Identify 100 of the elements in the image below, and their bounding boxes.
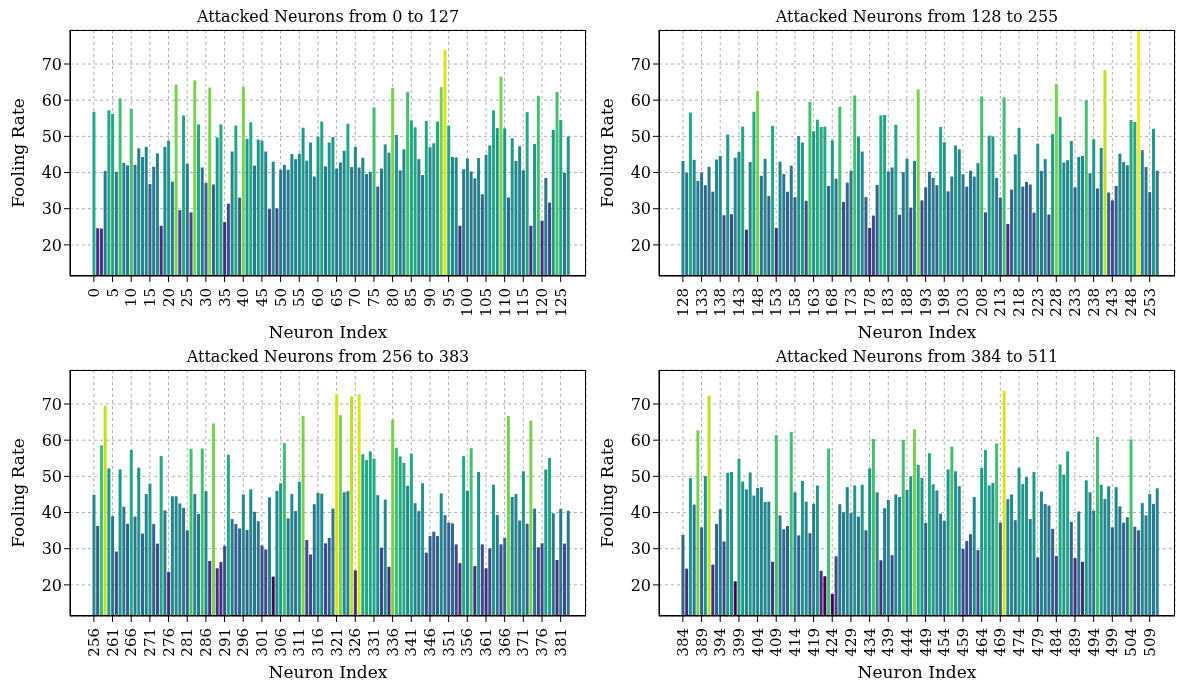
x-tick-label: 75 [364, 288, 383, 308]
x-tick-label: 439 [879, 628, 898, 657]
x-tick-label: 213 [991, 288, 1010, 317]
x-tick-label: 454 [935, 628, 954, 657]
x-tick-label: 55 [290, 288, 309, 308]
x-tick-label: 243 [1103, 288, 1122, 317]
y-axis-title: Fooling Rate [597, 98, 618, 208]
x-tick-label: 479 [1028, 628, 1047, 657]
x-tick-label: 248 [1121, 288, 1140, 317]
x-tick-label: 223 [1028, 288, 1047, 317]
x-tick-label: 381 [551, 628, 570, 657]
x-tick-label: 499 [1103, 628, 1122, 657]
x-tick-label: 90 [420, 288, 439, 308]
x-tick-label: 256 [84, 628, 103, 657]
x-tick-label: 389 [692, 628, 711, 657]
x-tick-label: 133 [692, 288, 711, 317]
x-tick-label: 414 [785, 628, 804, 657]
x-tick-label: 509 [1140, 628, 1159, 657]
y-tick-label: 60 [630, 430, 651, 450]
x-tick-label: 306 [271, 628, 290, 657]
x-tick-label: 85 [402, 288, 421, 308]
y-tick-label: 40 [630, 163, 651, 183]
x-tick-label: 419 [804, 628, 823, 657]
x-tick-label: 469 [991, 628, 1010, 657]
y-tick-label: 50 [41, 127, 62, 147]
y-tick-label: 20 [630, 235, 651, 255]
x-tick-label: 399 [729, 628, 748, 657]
x-tick-label: 148 [748, 288, 767, 317]
y-tick-label: 50 [41, 467, 62, 487]
x-tick-label: 188 [897, 288, 916, 317]
x-tick-label: 494 [1084, 628, 1103, 657]
x-tick-label: 153 [767, 288, 786, 317]
x-tick-label: 464 [972, 628, 991, 657]
y-tick-label: 20 [630, 575, 651, 595]
y-tick-label: 70 [41, 54, 62, 74]
x-tick-label: 434 [860, 628, 879, 657]
y-axis-title: Fooling Rate [8, 438, 29, 548]
chart-title: Attacked Neurons from 384 to 511 [774, 347, 1060, 366]
x-tick-label: 100 [458, 288, 477, 317]
x-tick-label: 128 [673, 288, 692, 317]
x-tick-label: 484 [1047, 628, 1066, 657]
x-tick-label: 331 [364, 628, 383, 657]
y-tick-label: 70 [41, 394, 62, 414]
x-tick-label: 178 [860, 288, 879, 317]
x-tick-label: 291 [215, 628, 234, 657]
x-tick-label: 296 [234, 628, 253, 657]
x-tick-label: 20 [159, 288, 178, 308]
x-tick-label: 80 [383, 288, 402, 308]
x-axis-title: Neuron Index [857, 662, 977, 682]
x-tick-label: 301 [252, 628, 271, 657]
x-tick-label: 449 [916, 628, 935, 657]
chart-title: Attacked Neurons from 256 to 383 [185, 347, 471, 366]
x-axis-title: Neuron Index [857, 322, 977, 342]
y-axis-title: Fooling Rate [597, 438, 618, 548]
x-tick-label: 504 [1121, 628, 1140, 657]
x-tick-label: 120 [532, 288, 551, 317]
x-tick-label: 404 [748, 628, 767, 657]
x-tick-label: 341 [402, 628, 421, 657]
x-tick-label: 163 [804, 288, 823, 317]
x-tick-label: 346 [420, 628, 439, 657]
x-tick-label: 208 [972, 288, 991, 317]
y-tick-label: 30 [41, 539, 62, 559]
chart-title: Attacked Neurons from 128 to 255 [774, 7, 1060, 26]
x-tick-label: 105 [476, 288, 495, 317]
x-tick-label: 30 [196, 288, 215, 308]
x-tick-label: 70 [346, 288, 365, 308]
x-tick-label: 384 [673, 628, 692, 657]
y-tick-label: 50 [630, 467, 651, 487]
y-tick-label: 30 [630, 199, 651, 219]
x-tick-label: 376 [532, 628, 551, 657]
x-tick-label: 266 [122, 628, 141, 657]
chart-title: Attacked Neurons from 0 to 127 [195, 7, 461, 26]
x-tick-label: 444 [897, 628, 916, 657]
y-tick-label: 30 [41, 199, 62, 219]
x-tick-label: 271 [140, 628, 159, 657]
x-tick-label: 173 [841, 288, 860, 317]
x-tick-label: 356 [458, 628, 477, 657]
x-tick-label: 198 [935, 288, 954, 317]
x-tick-label: 351 [439, 628, 458, 657]
x-axis-title: Neuron Index [268, 662, 388, 682]
y-tick-label: 60 [41, 430, 62, 450]
y-tick-label: 70 [630, 54, 651, 74]
x-tick-label: 45 [252, 288, 271, 308]
y-tick-label: 20 [41, 235, 62, 255]
y-tick-label: 60 [41, 90, 62, 110]
x-tick-label: 193 [916, 288, 935, 317]
y-tick-label: 40 [41, 503, 62, 523]
x-tick-label: 311 [290, 628, 309, 657]
x-tick-label: 25 [178, 288, 197, 308]
x-tick-label: 228 [1047, 288, 1066, 317]
x-tick-label: 321 [327, 628, 346, 657]
x-tick-label: 125 [551, 288, 570, 317]
x-tick-label: 276 [159, 628, 178, 657]
x-tick-label: 138 [711, 288, 730, 317]
x-tick-label: 40 [234, 288, 253, 308]
x-tick-label: 316 [308, 628, 327, 657]
x-tick-label: 5 [103, 288, 122, 298]
x-tick-label: 281 [178, 628, 197, 657]
x-tick-label: 143 [729, 288, 748, 317]
x-tick-label: 409 [767, 628, 786, 657]
